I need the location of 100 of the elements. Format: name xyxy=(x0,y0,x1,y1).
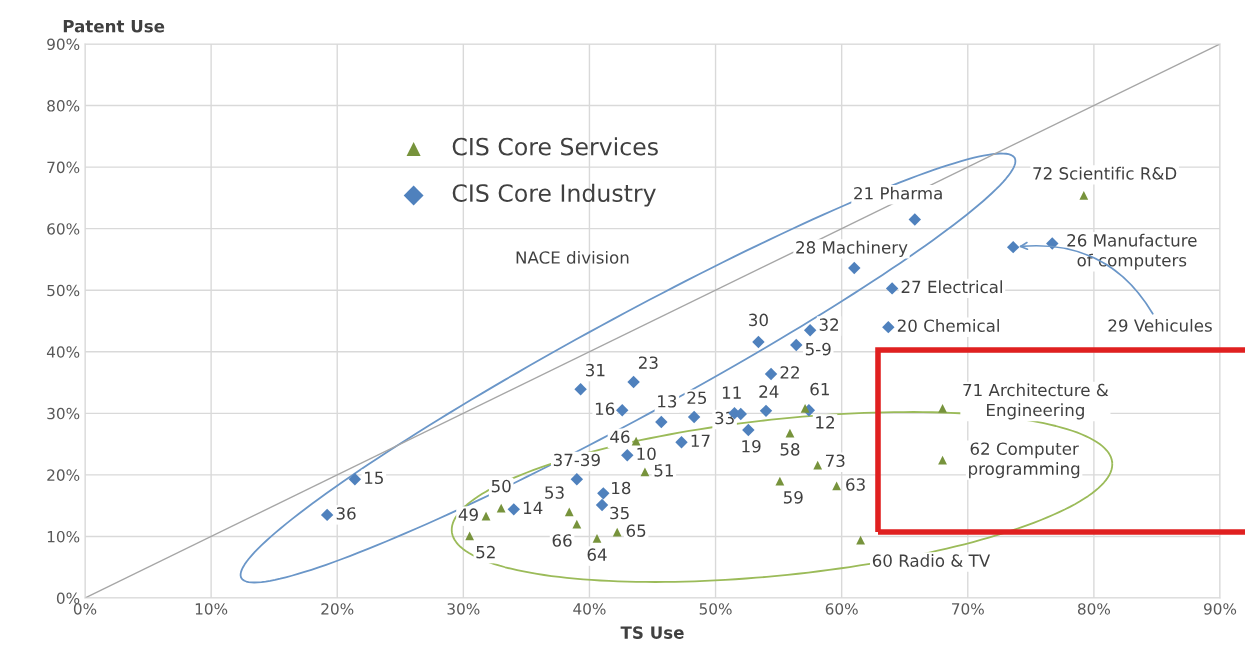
point xyxy=(800,404,810,413)
point xyxy=(507,503,520,516)
point xyxy=(481,511,491,521)
point xyxy=(320,508,334,522)
annotation: 66 xyxy=(552,534,572,547)
annotation: 11 xyxy=(722,386,741,399)
x-tick-label: 50% xyxy=(699,603,732,615)
point xyxy=(595,498,609,512)
point xyxy=(592,533,602,543)
y-tick-label: 40% xyxy=(46,346,80,358)
x-tick-label: 0% xyxy=(73,603,97,615)
y-tick-label: 10% xyxy=(47,530,80,543)
annotation: 21 Pharma xyxy=(854,186,942,200)
point xyxy=(848,261,861,275)
annotation: 35 xyxy=(610,506,629,520)
point xyxy=(775,476,785,486)
annotation: 60 Radio & TV xyxy=(872,554,991,567)
point xyxy=(908,213,922,226)
y-tick-label: 50% xyxy=(47,284,80,297)
point xyxy=(465,531,475,541)
point xyxy=(631,436,641,446)
annotation: 53 xyxy=(545,486,564,499)
y-tick-label: 70% xyxy=(47,161,80,174)
point xyxy=(764,367,778,381)
annotation: 51 xyxy=(654,464,673,477)
annotation: 49 xyxy=(458,508,478,521)
annotation: 27 Electrical xyxy=(901,280,1002,294)
annotation: 73 xyxy=(826,454,845,468)
x-tick-label: 60% xyxy=(825,603,858,615)
annotation: 71 Architecture & Engineering xyxy=(963,383,1109,420)
annotation: 5-9 xyxy=(805,342,831,356)
point xyxy=(803,324,817,337)
annotation: 61 xyxy=(810,382,829,396)
point xyxy=(616,404,629,417)
x-tick-label: 10% xyxy=(195,603,228,615)
x-tick-label: 80% xyxy=(1077,603,1111,615)
annotation: 12 xyxy=(816,416,834,429)
annotation: 24 xyxy=(759,385,779,398)
point xyxy=(496,503,506,513)
annotation: 37-39 xyxy=(553,453,600,467)
x-tick-label: 70% xyxy=(952,603,984,615)
point xyxy=(348,472,362,486)
point xyxy=(687,410,701,424)
x-tick-label: 30% xyxy=(447,603,480,615)
point xyxy=(790,338,803,352)
point xyxy=(885,282,899,295)
annotation: 22 xyxy=(780,366,799,379)
point xyxy=(813,460,823,470)
point xyxy=(564,507,574,517)
annotation: 18 xyxy=(612,481,631,495)
annotation: 13 xyxy=(658,395,677,408)
annotation: 31 xyxy=(586,363,605,377)
point xyxy=(675,436,688,449)
point xyxy=(1006,240,1020,254)
point xyxy=(832,481,842,491)
annotation: 46 xyxy=(610,430,630,444)
y-tick-label: 30% xyxy=(47,407,80,420)
annotation: NACE division xyxy=(516,250,629,264)
point xyxy=(759,404,773,418)
annotation: 62 Computer programming xyxy=(969,442,1080,479)
annotation: 14 xyxy=(523,501,543,514)
point xyxy=(742,423,755,437)
y-tick-label: 80% xyxy=(47,100,80,112)
annotation: 72 Scientific R&D xyxy=(1033,166,1177,180)
point xyxy=(1079,191,1089,200)
annotation: 32 xyxy=(819,318,839,331)
y-tick-label: 20% xyxy=(47,469,80,481)
annotation: 30 xyxy=(749,313,768,327)
annotation: 28 Machinery xyxy=(796,240,908,257)
point xyxy=(655,415,668,429)
point xyxy=(572,519,582,529)
annotation: 52 xyxy=(476,545,495,559)
x-tick-label: 90% xyxy=(1203,603,1237,615)
y-axis-title: Patent Use xyxy=(63,20,165,33)
annotation: 58 xyxy=(780,443,800,456)
y-tick-label: 90% xyxy=(47,38,80,51)
annotation: 17 xyxy=(691,434,710,447)
annotation: 19 xyxy=(742,439,761,453)
annotation: 26 Manufacture of computers xyxy=(1067,233,1197,270)
point xyxy=(612,527,622,537)
point xyxy=(597,487,610,500)
x-tick-label: 20% xyxy=(321,603,354,615)
point xyxy=(938,455,947,465)
point xyxy=(627,375,640,389)
point xyxy=(621,448,634,462)
point xyxy=(856,535,865,545)
annotation: 10 xyxy=(637,447,656,461)
annotation: 20 Chemical xyxy=(897,319,999,332)
y-tick-label: 0% xyxy=(56,592,80,605)
annotation: 63 xyxy=(846,478,865,491)
point xyxy=(570,472,584,486)
point xyxy=(752,335,765,349)
annotation: 23 xyxy=(638,356,658,369)
y-tick-label: 60% xyxy=(47,223,80,235)
legend-label: CIS Core Industry xyxy=(452,183,656,207)
annotation: 15 xyxy=(365,471,383,485)
annotation: 29 Vehicules xyxy=(1108,318,1212,332)
annotation: 64 xyxy=(587,548,607,561)
annotation: 36 xyxy=(336,507,356,520)
annotation: 16 xyxy=(595,402,615,416)
